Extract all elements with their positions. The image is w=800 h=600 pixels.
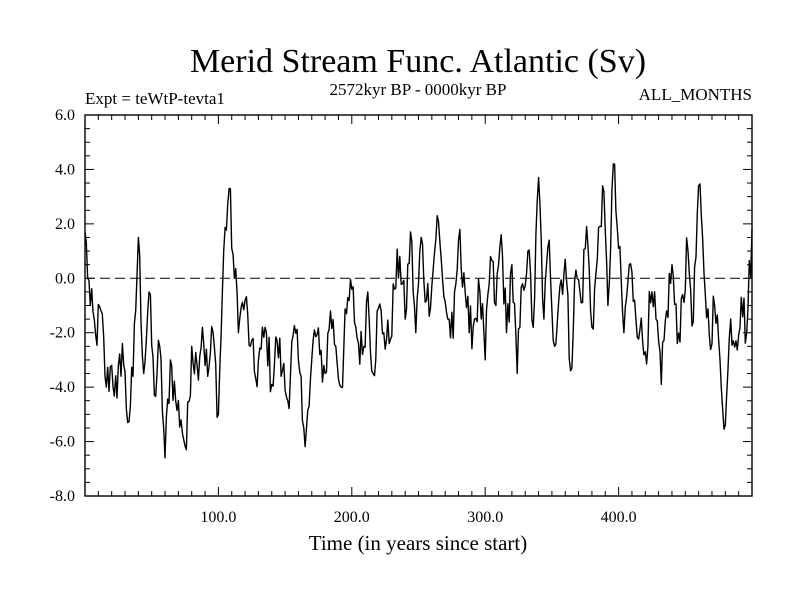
experiment-label: Expt = teWtP-tevta1: [85, 89, 225, 108]
y-tick-label: 4.0: [55, 161, 75, 178]
tick-marks: [85, 115, 752, 496]
y-tick-label: 6.0: [55, 107, 75, 124]
months-label: ALL_MONTHS: [639, 85, 752, 104]
data-series-line: [84, 163, 753, 459]
y-tick-label: -4.0: [50, 379, 75, 396]
x-tick-label: 400.0: [601, 509, 637, 526]
y-tick-label: -8.0: [50, 488, 75, 505]
y-tick-label: 2.0: [55, 216, 75, 233]
y-tick-label: -2.0: [50, 325, 75, 342]
tick-labels: 100.0 200.0 300.0 400.0 -8.0 -6.0 -4.0 -2.0 0.0 2…: [50, 107, 637, 526]
x-tick-label: 100.0: [200, 509, 236, 526]
x-axis-label: Time (in years since start): [309, 531, 528, 555]
y-tick-label: 0.0: [55, 270, 75, 287]
chart-title: Merid Stream Func. Atlantic (Sv): [190, 43, 646, 80]
x-tick-label: 200.0: [334, 509, 370, 526]
x-tick-label: 300.0: [467, 509, 503, 526]
time-range-label: 2572kyr BP - 0000kyr BP: [330, 80, 507, 99]
y-tick-label: -6.0: [50, 434, 75, 451]
